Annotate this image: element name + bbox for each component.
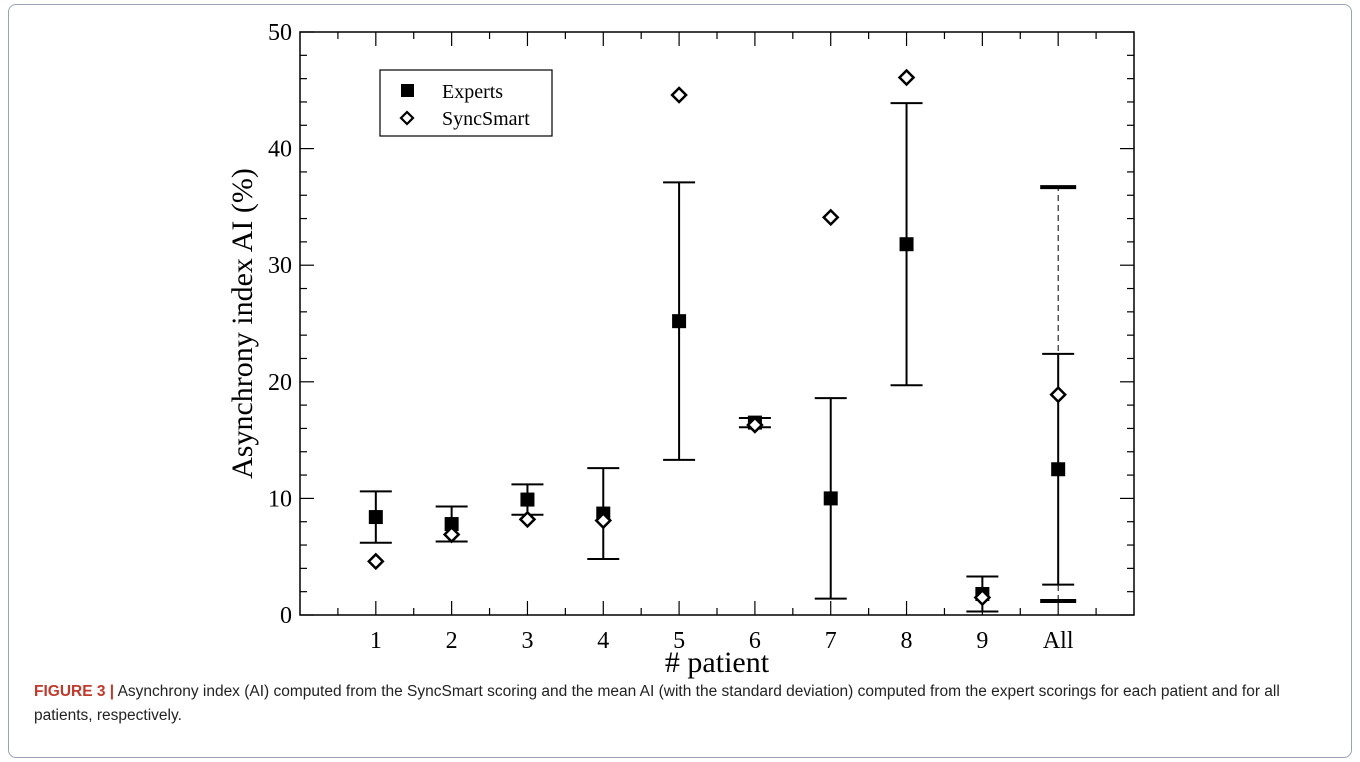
caption-label: FIGURE 3 | (34, 683, 115, 700)
x-tick-label: 1 (370, 628, 382, 654)
syncsmart-point (442, 525, 461, 544)
experts-point (1051, 462, 1066, 477)
experts-point (444, 517, 459, 532)
legend: Experts SyncSmart (379, 69, 553, 137)
legend-experts-marker (401, 84, 414, 97)
chart: 0 10 20 30 40 50 1 2 3 4 5 6 7 8 9 All Experts SyncSmart… (226, 20, 1135, 679)
experts-point (823, 491, 838, 506)
syncsmart-point (973, 588, 992, 607)
legend-box (379, 69, 553, 137)
y-tick-label: 10 (268, 486, 292, 512)
experts-point (672, 314, 687, 329)
x-tick-label: 3 (521, 628, 533, 654)
x-tick-label: 5 (673, 628, 685, 654)
syncsmart-point (746, 416, 764, 434)
y-axis-label: Asynchrony index AI (%) (226, 168, 259, 479)
syncsmart-point (367, 552, 385, 571)
y-tick-label: 20 (268, 370, 292, 396)
y-tick-label: 30 (268, 253, 292, 279)
syncsmart-point (518, 510, 537, 529)
x-tick-label: 4 (597, 628, 609, 654)
y-tick-label: 40 (268, 137, 292, 163)
figure-caption: FIGURE 3 | Asynchrony index (AI) compute… (34, 680, 1334, 728)
legend-experts-label: Experts (442, 81, 503, 103)
x-axis-label: # patient (665, 646, 770, 679)
experts-point (899, 237, 914, 252)
x-tick-label: 6 (749, 628, 761, 654)
syncsmart-point (594, 511, 613, 530)
y-tick-label: 50 (268, 20, 292, 46)
legend-syncsmart-label: SyncSmart (442, 108, 530, 130)
x-tick-label: All (1043, 628, 1074, 654)
data-marks (359, 68, 1077, 613)
experts-point (368, 510, 383, 525)
syncsmart-point (1049, 385, 1067, 404)
x-tick-label: 8 (901, 628, 913, 654)
legend-syncsmart-marker (399, 110, 415, 126)
caption-text: Asynchrony index (AI) computed from the … (34, 683, 1280, 724)
syncsmart-point (897, 68, 916, 87)
x-tick-label: 2 (446, 628, 458, 654)
x-tick-label: 9 (976, 628, 988, 654)
tick-labels: 0 10 20 30 40 50 1 2 3 4 5 6 7 8 9 All (268, 20, 1074, 654)
syncsmart-point (670, 86, 688, 104)
experts-point (520, 492, 535, 507)
x-tick-label: 7 (825, 628, 837, 654)
syncsmart-point (821, 208, 840, 227)
y-tick-label: 0 (280, 603, 292, 629)
